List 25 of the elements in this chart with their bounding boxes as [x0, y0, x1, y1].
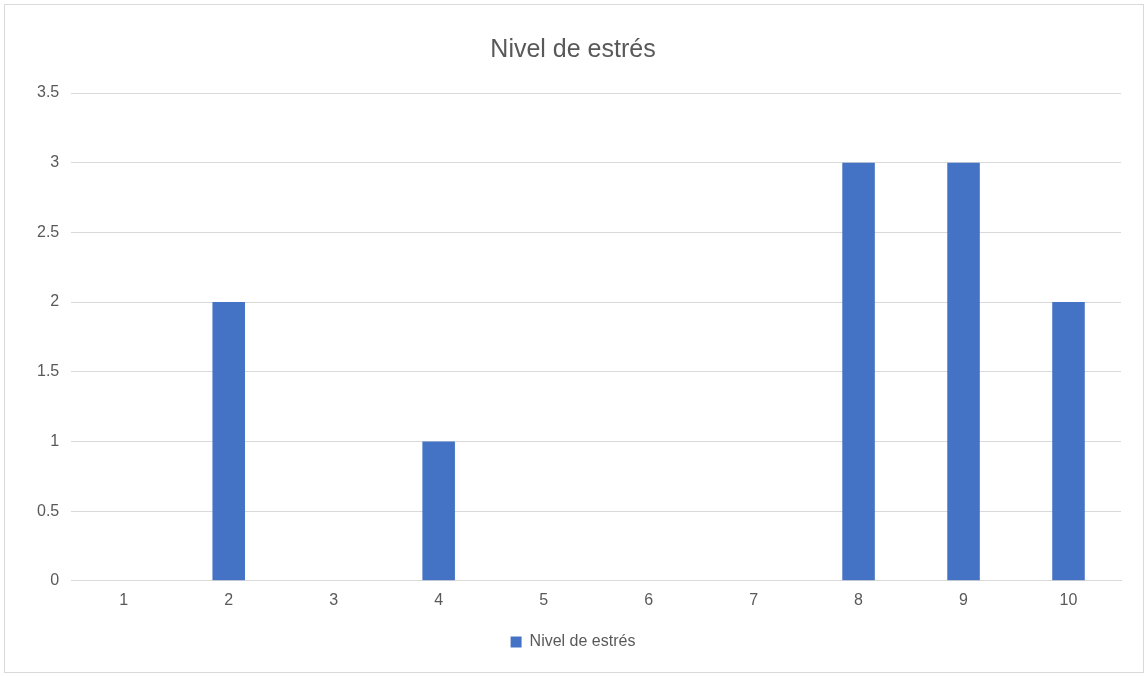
x-tick-label: 6 — [644, 590, 654, 608]
bar — [422, 441, 455, 581]
bar — [1052, 302, 1085, 581]
bar — [842, 162, 875, 581]
x-tick-label: 9 — [959, 590, 969, 608]
y-tick-label: 2.5 — [36, 222, 60, 240]
chart-title: Nivel de estrés — [490, 33, 656, 62]
y-tick-label: 1 — [50, 431, 60, 449]
y-tick-label: 2 — [50, 292, 60, 310]
y-tick-label: 3 — [50, 153, 60, 171]
x-tick-label: 3 — [329, 590, 339, 608]
y-tick-label: 0 — [50, 571, 60, 589]
y-tick-label: 3.5 — [36, 83, 60, 101]
bar — [947, 162, 980, 581]
y-tick-label: 0.5 — [36, 501, 60, 519]
legend-label: Nivel de estrés — [529, 632, 636, 650]
x-tick-label: 10 — [1059, 590, 1078, 608]
x-tick-label: 1 — [119, 590, 129, 608]
y-tick-label: 1.5 — [36, 362, 60, 380]
x-tick-label: 4 — [434, 590, 444, 608]
x-tick-label: 7 — [749, 590, 759, 608]
x-tick-label: 2 — [224, 590, 234, 608]
x-tick-label: 5 — [539, 590, 549, 608]
bar — [212, 302, 245, 581]
x-tick-label: 8 — [854, 590, 864, 608]
